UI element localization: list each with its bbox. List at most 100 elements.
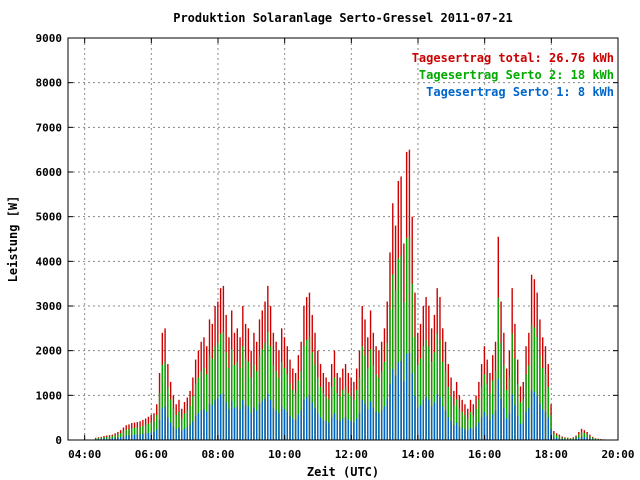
- chart-title: Produktion Solaranlage Serto-Gressel 201…: [173, 11, 513, 25]
- bar-serto-2: [367, 368, 369, 440]
- bar-serto-2: [128, 429, 130, 440]
- y-tick-label: 0: [55, 434, 62, 447]
- bar-serto-1: [553, 437, 555, 440]
- bar-serto-1: [242, 399, 244, 440]
- y-tick-label: 9000: [36, 32, 63, 45]
- bar-serto-1: [328, 422, 330, 440]
- bar-serto-2: [147, 423, 150, 440]
- bar-serto-1: [192, 421, 194, 440]
- bar-serto-2: [517, 383, 519, 440]
- bar-serto-1: [231, 401, 233, 440]
- bar-serto-1: [236, 406, 238, 440]
- bar-serto-1: [550, 429, 552, 440]
- bar-serto-1: [480, 417, 483, 440]
- bar-serto-1: [303, 399, 305, 440]
- bar-serto-2: [475, 408, 477, 440]
- bar-serto-1: [461, 427, 463, 440]
- bar-serto-2: [411, 283, 413, 440]
- bar-serto-2: [591, 437, 594, 440]
- x-tick-label: 14:00: [401, 448, 434, 461]
- y-axis-label: Leistung [W]: [6, 196, 20, 283]
- bar-serto-1: [233, 407, 236, 440]
- bar-serto-1: [294, 419, 297, 440]
- bar-serto-1: [475, 426, 477, 440]
- x-tick-label: 10:00: [268, 448, 301, 461]
- bar-serto-1: [530, 390, 533, 440]
- bar-serto-1: [125, 435, 127, 440]
- bar-serto-1: [156, 429, 158, 440]
- bar-serto-1: [172, 426, 175, 440]
- bar-serto-1: [289, 415, 291, 440]
- bar-serto-1: [386, 398, 388, 440]
- legend-entry: Tagesertrag Serto 1: 8 kWh: [426, 85, 614, 99]
- bar-serto-2: [408, 236, 411, 440]
- bar-serto-1: [575, 438, 577, 440]
- bar-serto-2: [139, 426, 141, 440]
- legend-entry: Tagesertrag total: 26.76 kWh: [412, 51, 614, 65]
- bar-serto-1: [214, 399, 216, 440]
- bar-serto-1: [211, 405, 213, 440]
- bar-serto-1: [453, 425, 455, 440]
- bar-serto-2: [211, 358, 213, 440]
- bar-serto-2: [536, 336, 538, 440]
- bar-serto-2: [342, 389, 344, 440]
- bar-serto-2: [336, 393, 338, 440]
- bar-serto-2: [208, 355, 211, 440]
- bar-serto-2: [480, 386, 483, 440]
- bar-serto-1: [403, 381, 405, 440]
- bar-serto-1: [369, 401, 372, 440]
- bar-serto-1: [469, 427, 472, 440]
- bar-serto-2: [347, 393, 350, 440]
- bar-serto-1: [417, 407, 419, 440]
- bar-serto-2: [544, 374, 547, 440]
- bar-serto-1: [158, 419, 161, 440]
- bar-serto-2: [494, 371, 497, 440]
- bar-serto-1: [586, 437, 588, 440]
- bar-serto-1: [219, 394, 222, 440]
- bar-serto-1: [561, 438, 563, 440]
- bar-serto-2: [569, 438, 572, 440]
- bar-serto-2: [283, 368, 286, 440]
- bar-serto-1: [367, 409, 369, 440]
- bar-serto-2: [236, 361, 238, 440]
- bar-serto-1: [422, 399, 425, 440]
- bar-serto-1: [497, 379, 499, 440]
- bar-serto-2: [169, 399, 172, 440]
- bar-serto-2: [322, 393, 325, 440]
- bar-serto-1: [439, 397, 441, 440]
- bar-serto-2: [530, 324, 533, 440]
- bar-serto-2: [403, 302, 405, 440]
- bar-serto-1: [181, 430, 183, 440]
- bar-serto-2: [542, 368, 544, 440]
- bar-serto-2: [486, 383, 488, 440]
- y-tick-label: 6000: [36, 166, 63, 179]
- bar-serto-1: [425, 397, 427, 440]
- bar-serto-1: [492, 414, 494, 440]
- plot-frame: [67, 37, 619, 441]
- bar-serto-2: [375, 374, 377, 440]
- bar-serto-2: [281, 361, 283, 440]
- bar-serto-2: [505, 389, 508, 440]
- bar-serto-2: [239, 368, 241, 440]
- bar-serto-1: [542, 409, 544, 440]
- bar-serto-2: [433, 352, 436, 440]
- bar-serto-2: [447, 386, 449, 440]
- bar-serto-2: [150, 422, 152, 440]
- x-tick-label: 18:00: [535, 448, 568, 461]
- bar-serto-1: [539, 403, 541, 440]
- bar-serto-1: [455, 422, 458, 440]
- bar-serto-1: [428, 399, 430, 440]
- legend-entry: Tagesertrag Serto 2: 18 kWh: [419, 68, 614, 82]
- bar-serto-1: [500, 398, 502, 440]
- bar-serto-1: [186, 427, 188, 440]
- bar-serto-2: [183, 413, 186, 440]
- bar-serto-2: [519, 402, 522, 440]
- bar-serto-2: [253, 364, 255, 440]
- bar-serto-2: [514, 358, 516, 440]
- bar-serto-2: [553, 433, 555, 440]
- x-tick-label: 04:00: [68, 448, 101, 461]
- bar-serto-1: [200, 410, 202, 440]
- bar-serto-1: [258, 403, 261, 440]
- bar-serto-1: [503, 407, 505, 440]
- bar-serto-2: [394, 289, 397, 440]
